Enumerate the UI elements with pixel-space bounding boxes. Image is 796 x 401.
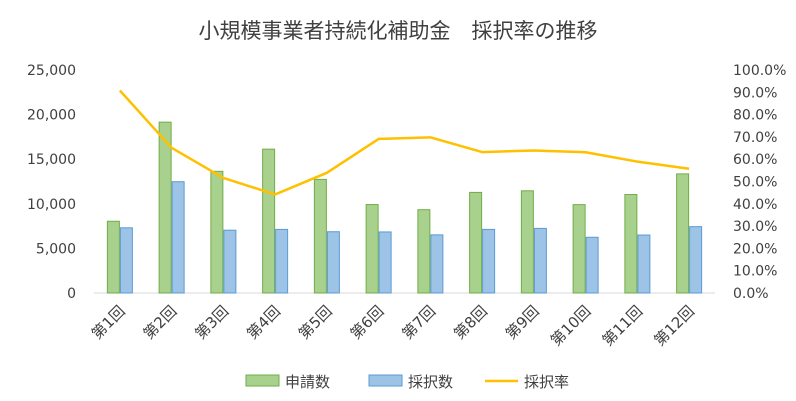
legend-swatch bbox=[368, 374, 403, 387]
chart-title: 小規模事業者持続化補助金 採択率の推移 bbox=[199, 19, 598, 43]
right-tick-label: 50.0% bbox=[733, 175, 777, 191]
adoption-bar bbox=[119, 227, 133, 294]
application-bar bbox=[262, 148, 276, 294]
application-bar bbox=[520, 190, 534, 294]
left-tick-label: 25,000 bbox=[27, 63, 76, 79]
right-tick-label: 80.0% bbox=[733, 108, 777, 124]
adoption-bar bbox=[378, 231, 392, 294]
adoption-bar bbox=[689, 226, 703, 294]
application-bar bbox=[572, 204, 586, 294]
line-layer bbox=[118, 89, 690, 196]
left-tick-label: 10,000 bbox=[27, 197, 76, 213]
application-bar bbox=[106, 220, 120, 294]
adoption-bar bbox=[533, 227, 547, 294]
x-tick-label: 第6回 bbox=[347, 302, 388, 343]
adoption-bar bbox=[275, 228, 289, 294]
legend-label: 採択数 bbox=[408, 373, 453, 391]
x-tick-label: 第3回 bbox=[192, 302, 233, 343]
right-tick-label: 0.0% bbox=[733, 286, 769, 302]
x-tick-label: 第8回 bbox=[450, 302, 491, 343]
legend-label: 採択率 bbox=[524, 373, 569, 391]
legend-label: 申請数 bbox=[285, 373, 330, 391]
right-tick-label: 60.0% bbox=[733, 152, 777, 168]
application-bar bbox=[158, 121, 172, 294]
adoption-bar bbox=[585, 236, 599, 294]
right-tick-label: 90.0% bbox=[733, 85, 777, 101]
x-tick-label: 第2回 bbox=[140, 302, 181, 343]
adoption-bar bbox=[171, 181, 185, 294]
application-bar bbox=[210, 170, 224, 294]
x-tick-label: 第7回 bbox=[399, 302, 440, 343]
left-tick-label: 20,000 bbox=[27, 108, 76, 124]
application-bar bbox=[365, 204, 379, 294]
application-bar bbox=[313, 178, 327, 294]
application-bar bbox=[624, 194, 638, 294]
adoption-bar bbox=[637, 234, 651, 294]
right-tick-label: 20.0% bbox=[733, 241, 777, 257]
x-tick-label: 第11回 bbox=[599, 302, 646, 349]
x-tick-label: 第9回 bbox=[502, 302, 543, 343]
left-tick-label: 5,000 bbox=[36, 241, 76, 257]
x-tick-label: 第1回 bbox=[88, 302, 129, 343]
legend: 申請数 採択数 採択率 bbox=[245, 373, 569, 391]
right-tick-label: 100.0% bbox=[733, 63, 786, 79]
adoption-bar bbox=[482, 228, 496, 294]
right-tick-label: 70.0% bbox=[733, 130, 777, 146]
right-axis: 100.0% 90.0% 80.0% 70.0% 60.0% 50.0% 40.0% 30.0… bbox=[733, 63, 786, 302]
adoption-bar bbox=[326, 231, 340, 294]
x-tick-label: 第5回 bbox=[295, 302, 336, 343]
application-bar bbox=[676, 173, 690, 294]
adoption-bar bbox=[223, 229, 237, 294]
application-bar bbox=[417, 209, 431, 294]
adoption-rate-line bbox=[118, 89, 690, 196]
left-tick-label: 0 bbox=[67, 286, 76, 302]
right-tick-label: 10.0% bbox=[733, 264, 777, 280]
x-tick-label: 第10回 bbox=[547, 302, 594, 349]
left-tick-label: 15,000 bbox=[27, 152, 76, 168]
x-axis: 第1回 第2回 第3回 第4回 第5回 第6回 第7回 第8回 第9回 第10回 第11回 第12回 bbox=[88, 302, 698, 349]
x-tick-label: 第4回 bbox=[243, 302, 284, 343]
right-tick-label: 30.0% bbox=[733, 219, 777, 235]
adoption-bar bbox=[430, 234, 444, 294]
x-tick-label: 第12回 bbox=[651, 302, 698, 349]
left-axis: 25,000 20,000 15,000 10,000 5,000 0 bbox=[27, 63, 76, 302]
legend-swatch bbox=[245, 374, 280, 387]
right-tick-label: 40.0% bbox=[733, 197, 777, 213]
bars-layer bbox=[106, 121, 703, 294]
application-bar bbox=[469, 191, 483, 294]
